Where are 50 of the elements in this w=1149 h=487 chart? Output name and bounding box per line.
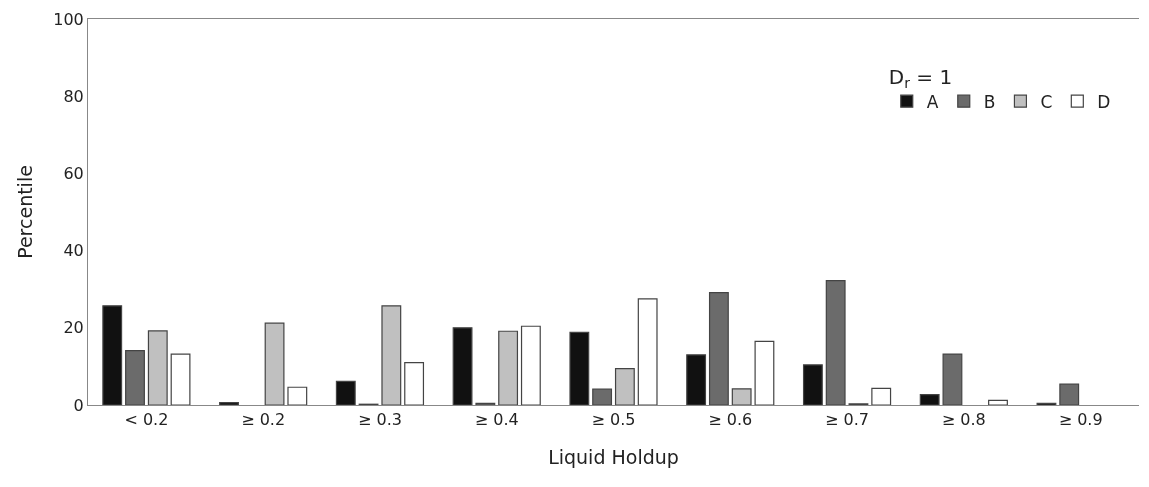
- legend-label: B: [983, 91, 996, 112]
- bar: [731, 388, 752, 405]
- bar: [569, 331, 590, 405]
- bar: [802, 364, 823, 405]
- bar: [170, 353, 191, 405]
- y-tick-label: 80: [63, 86, 84, 106]
- x-tick-label: ≥ 0.2: [241, 410, 286, 430]
- x-tick-label: < 0.2: [124, 410, 169, 430]
- y-tick-label: 100: [53, 9, 84, 29]
- x-tick-label: ≥ 0.6: [708, 410, 753, 430]
- bar: [919, 393, 940, 405]
- bar: [708, 292, 729, 405]
- y-axis-title: Percentile: [14, 165, 37, 259]
- x-tick-label: ≥ 0.4: [474, 410, 519, 430]
- bar: [520, 325, 541, 405]
- bar: [871, 387, 892, 405]
- bar: [592, 388, 613, 405]
- legend-label: A: [926, 91, 939, 112]
- bar: [381, 305, 402, 405]
- bar: [614, 368, 635, 405]
- bar: [125, 349, 145, 405]
- bar: [754, 340, 775, 405]
- bar: [219, 402, 239, 405]
- bar: [1059, 383, 1080, 405]
- bar: [686, 354, 707, 405]
- legend-label: D: [1097, 91, 1111, 112]
- bar: [287, 386, 308, 405]
- y-tick-label: 60: [63, 164, 84, 183]
- bar: [452, 327, 473, 405]
- bar: [942, 353, 963, 405]
- y-tick-label: 20: [63, 318, 84, 338]
- x-tick-label: ≥ 0.9: [1058, 410, 1103, 430]
- x-axis-title: Liquid Holdup: [548, 446, 679, 468]
- x-tick-label: ≥ 0.3: [357, 410, 402, 430]
- bar: [264, 322, 285, 405]
- x-tick-label: ≥ 0.7: [825, 410, 870, 430]
- bar: [335, 380, 356, 405]
- bar: [637, 298, 658, 405]
- bar: [988, 399, 1008, 405]
- bar: [147, 330, 168, 405]
- bar: [498, 330, 519, 405]
- legend-label: C: [1040, 91, 1053, 112]
- y-tick-label: 40: [63, 241, 84, 261]
- y-tick-label: 0: [73, 395, 84, 415]
- bar: [825, 280, 846, 405]
- legend-title: D$_{r}$ = 1: [888, 64, 953, 91]
- x-tick-label: ≥ 0.5: [591, 410, 636, 430]
- bar: [102, 305, 123, 405]
- bar: [404, 361, 425, 405]
- x-tick-label: ≥ 0.8: [941, 410, 986, 430]
